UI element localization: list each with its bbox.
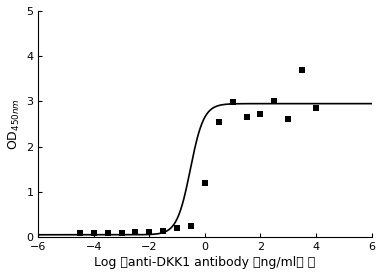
Point	[174, 226, 180, 230]
Point	[299, 68, 305, 72]
Point	[133, 230, 139, 234]
Point	[313, 106, 319, 110]
Point	[257, 112, 264, 116]
Point	[77, 231, 83, 236]
Point	[146, 229, 152, 234]
Point	[216, 120, 222, 124]
X-axis label: Log （anti-DKK1 antibody （ng/ml） ）: Log （anti-DKK1 antibody （ng/ml） ）	[94, 256, 316, 269]
Point	[160, 229, 166, 233]
Point	[91, 230, 97, 235]
Point	[118, 230, 125, 235]
Point	[271, 99, 277, 104]
Point	[105, 231, 111, 235]
Point	[188, 224, 194, 228]
Y-axis label: OD$_{450nm}$: OD$_{450nm}$	[7, 98, 22, 150]
Point	[230, 100, 236, 105]
Point	[243, 115, 249, 120]
Point	[285, 117, 291, 122]
Point	[202, 181, 208, 185]
